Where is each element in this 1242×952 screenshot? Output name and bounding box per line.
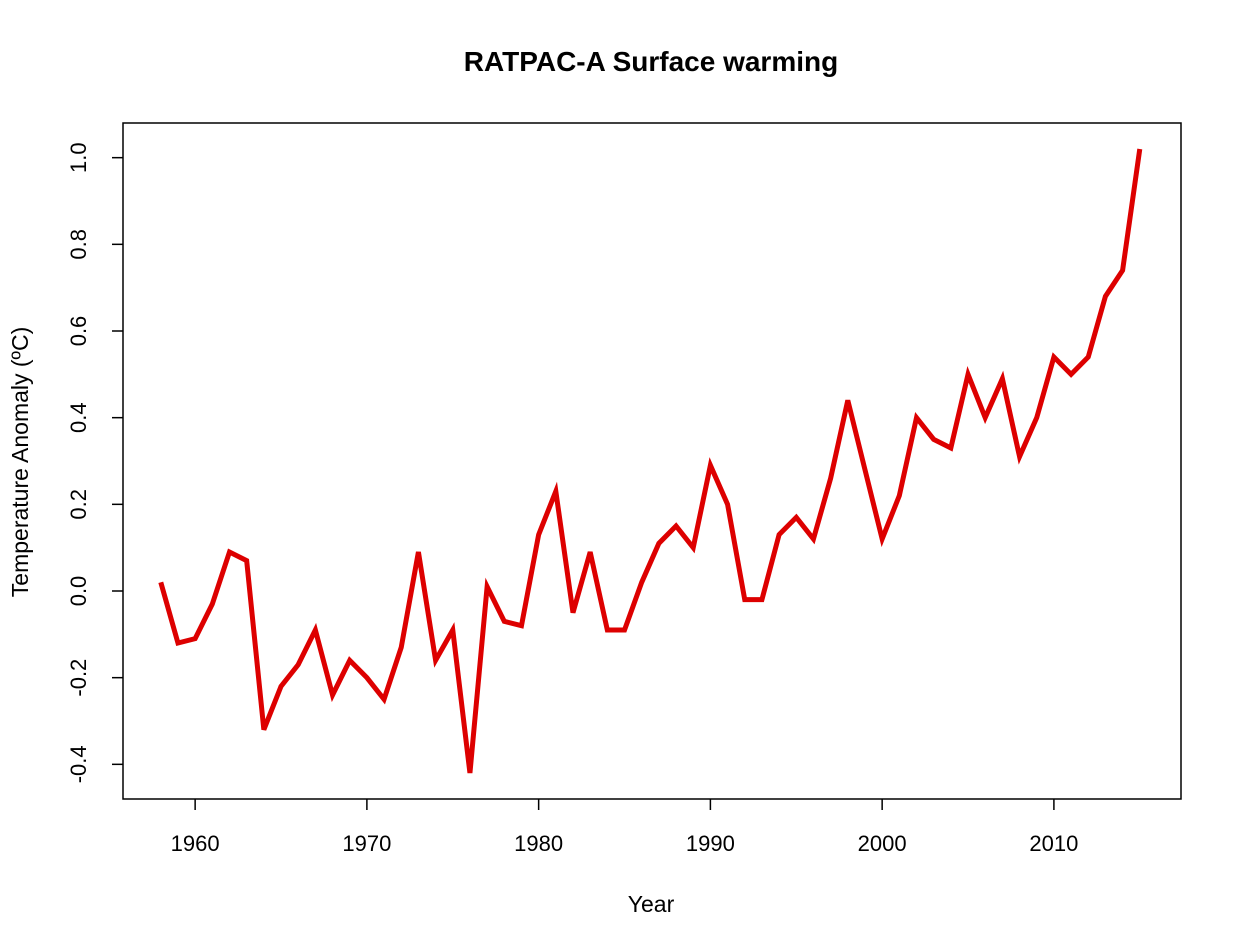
series-layer: [158, 148, 1143, 774]
y-tick-label-0.8: 0.8: [66, 229, 91, 260]
y-tick-label-0.4: 0.4: [66, 402, 91, 433]
x-axis: 1960 1970 1980 1990 2000 2010: [171, 799, 1078, 856]
x-tick-label-1960: 1960: [171, 831, 220, 856]
chart-title: RATPAC-A Surface warming: [464, 46, 838, 77]
x-tick-label-1980: 1980: [514, 831, 563, 856]
y-axis-label: Temperature Anomaly (ºC): [7, 327, 33, 597]
x-axis-label: Year: [628, 891, 675, 917]
y-tick-label-1.0: 1.0: [66, 142, 91, 173]
x-tick-label-1990: 1990: [686, 831, 735, 856]
series-line-0: [158, 148, 1143, 774]
x-tick-label-1970: 1970: [342, 831, 391, 856]
y-tick-label--0.4: -0.4: [66, 745, 91, 783]
y-axis: -0.4 -0.2 0.0 0.2 0.4 0.6 0.8 1.0: [66, 142, 123, 783]
y-tick-label--0.2: -0.2: [66, 659, 91, 697]
plot-frame: [122, 122, 1182, 800]
x-tick-label-2000: 2000: [858, 831, 907, 856]
y-tick-label-0.6: 0.6: [66, 316, 91, 347]
y-tick-label-0.2: 0.2: [66, 489, 91, 520]
x-tick-label-2010: 2010: [1029, 831, 1078, 856]
y-tick-label-0.0: 0.0: [66, 576, 91, 607]
